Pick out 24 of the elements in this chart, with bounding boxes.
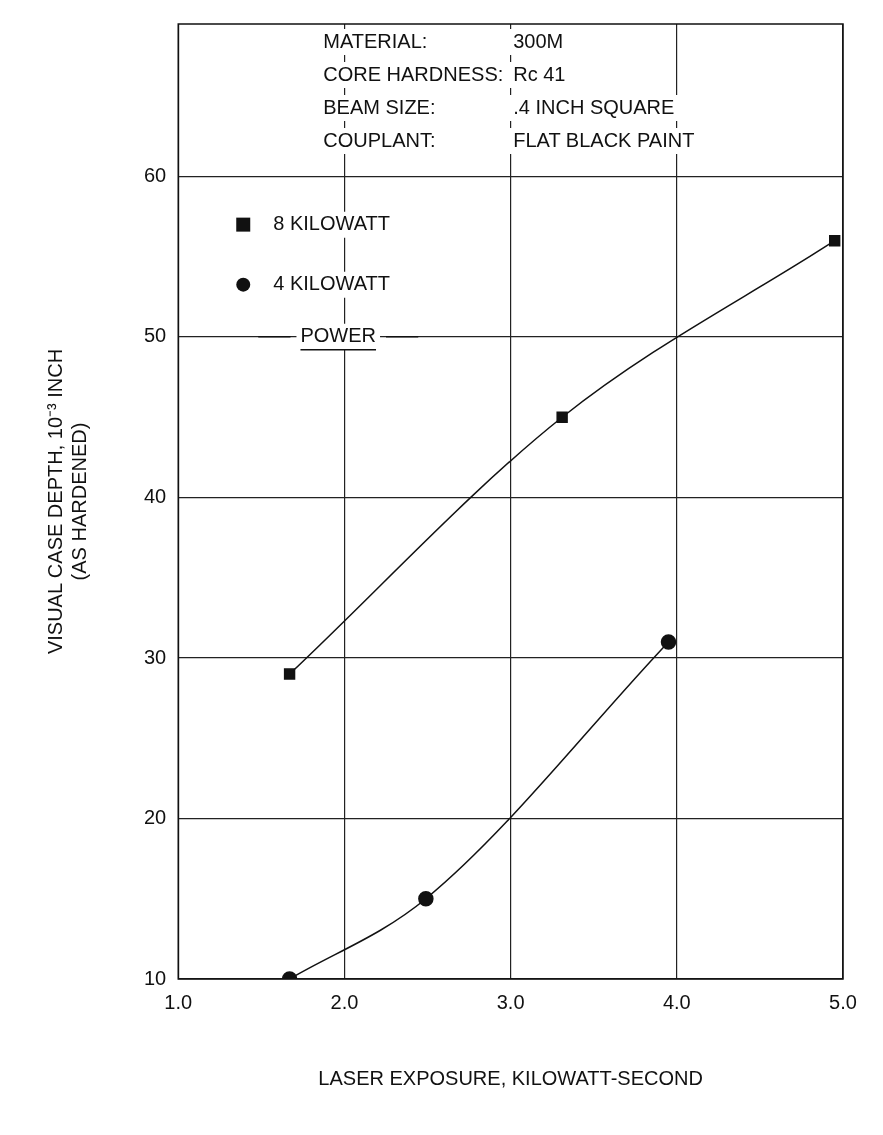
annotation: COUPLANT:	[323, 128, 436, 151]
y-tick-label: 60	[144, 163, 167, 186]
annotation: Rc 41	[513, 62, 566, 85]
legend-title: POWER	[300, 324, 377, 347]
legend-label: 8 KILOWATT	[273, 212, 390, 235]
y-tick-label: 20	[144, 806, 167, 829]
x-tick-label: 2.0	[330, 990, 359, 1013]
y-tick-label: 40	[144, 485, 167, 507]
annotation: CORE HARDNESS:	[323, 62, 504, 85]
x-tick-label: 1.0	[164, 990, 193, 1013]
annotation: FLAT BLACK PAINT	[513, 128, 695, 151]
y-tick-label: 50	[144, 324, 167, 347]
y-axis-title: VISUAL CASE DEPTH, 10⁻³ INCH (AS HARDENED)	[43, 348, 90, 655]
annotation: BEAM SIZE:	[323, 95, 436, 118]
x-tick-label: 3.0	[496, 990, 525, 1013]
y-tick-label: 10	[144, 966, 167, 989]
legend-label: 4 KILOWATT	[273, 272, 390, 295]
x-axis-title: LASER EXPOSURE, KILOWATT-SECOND	[318, 1066, 703, 1089]
annotation: 300M	[513, 29, 564, 52]
y-tick-label: 30	[144, 645, 167, 668]
x-tick-label: 5.0	[829, 990, 857, 1013]
annotation: MATERIAL:	[323, 29, 428, 52]
x-tick-label: 4.0	[662, 990, 691, 1013]
annotation: .4 INCH SQUARE	[513, 95, 675, 118]
